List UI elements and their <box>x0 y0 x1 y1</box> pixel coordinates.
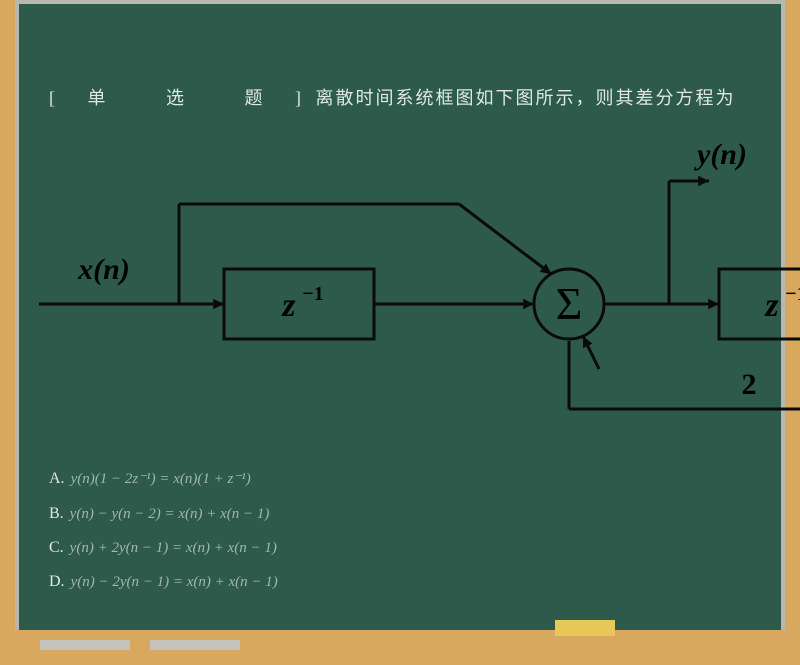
option-b-label: B. <box>49 499 64 529</box>
option-d-label: D. <box>49 567 65 597</box>
svg-text:z: z <box>281 287 296 324</box>
block-diagram: x(n) z −1 Σy(n) z −1 2 <box>39 134 800 434</box>
option-b-math: y(n) − y(n − 2) = x(n) + x(n − 1) <box>70 499 270 529</box>
question-header: [ 单 选 题 ] 离散时间系统框图如下图所示，则其差分方程为 <box>49 84 769 110</box>
type-char-2: 选 <box>166 84 184 110</box>
option-d[interactable]: D. y(n) − 2y(n − 1) = x(n) + x(n − 1) <box>49 567 278 597</box>
option-c[interactable]: C. y(n) + 2y(n − 1) = x(n) + x(n − 1) <box>49 533 278 563</box>
base-notch-2 <box>150 640 240 650</box>
option-a[interactable]: A. y(n)(1 − 2z⁻¹) = x(n)(1 + z⁻¹) <box>49 464 278 494</box>
svg-text:z: z <box>764 287 779 324</box>
option-c-math: y(n) + 2y(n − 1) = x(n) + x(n − 1) <box>70 533 277 563</box>
options-list: A. y(n)(1 − 2z⁻¹) = x(n)(1 + z⁻¹) B. y(n… <box>49 464 278 601</box>
question-text: 离散时间系统框图如下图所示，则其差分方程为 <box>316 84 736 110</box>
svg-text:x(n): x(n) <box>77 253 130 286</box>
type-char-3: 题 <box>245 84 263 110</box>
option-d-math: y(n) − 2y(n − 1) = x(n) + x(n − 1) <box>71 567 278 597</box>
chalkboard-screen: [ 单 选 题 ] 离散时间系统框图如下图所示，则其差分方程为 x(n) z −1 Σ… <box>15 0 785 630</box>
option-c-label: C. <box>49 533 64 563</box>
bracket-open: [ <box>49 88 55 109</box>
svg-text:y(n): y(n) <box>694 138 747 171</box>
base-notch-1 <box>40 640 130 650</box>
option-a-label: A. <box>49 464 65 494</box>
option-b[interactable]: B. y(n) − y(n − 2) = x(n) + x(n − 1) <box>49 498 278 528</box>
svg-text:2: 2 <box>742 368 757 401</box>
svg-text:−1: −1 <box>785 283 800 305</box>
svg-text:−1: −1 <box>302 283 323 305</box>
bracket-close: ] <box>295 88 301 109</box>
svg-text:Σ: Σ <box>556 278 583 329</box>
type-char-1: 单 <box>88 84 106 110</box>
option-a-math: y(n)(1 − 2z⁻¹) = x(n)(1 + z⁻¹) <box>71 464 251 494</box>
